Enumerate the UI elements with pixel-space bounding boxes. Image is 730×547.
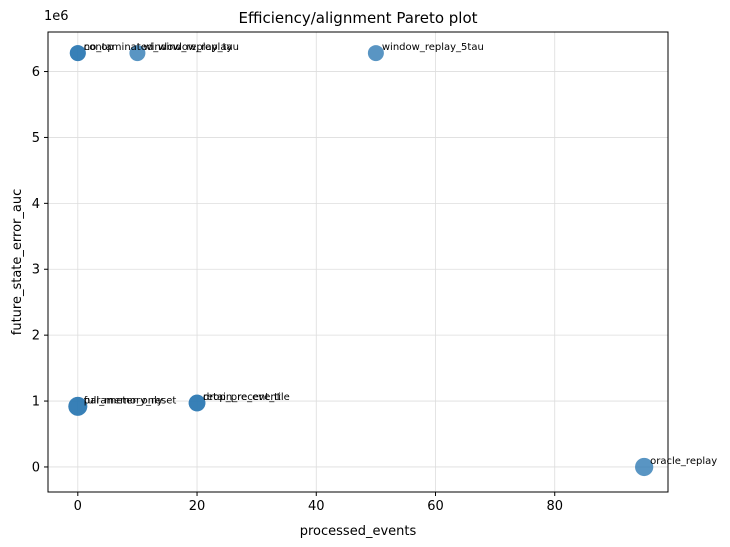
- x-tick-label: 20: [189, 499, 206, 514]
- data-point: [635, 457, 654, 477]
- x-axis-label: processed_events: [300, 524, 417, 539]
- x-tick-label: 60: [427, 499, 444, 514]
- data-point: [129, 45, 146, 62]
- chart-title: Efficiency/alignment Pareto plot: [238, 9, 477, 27]
- x-tick-label: 80: [546, 499, 563, 514]
- y-tick-label: 4: [32, 197, 40, 212]
- x-tick-label: 40: [308, 499, 325, 514]
- y-tick-label: 2: [32, 329, 40, 344]
- data-point: [367, 45, 384, 62]
- y-axis-label: future_state_error_auc: [10, 189, 25, 335]
- y-axis-multiplier: 1e6: [44, 9, 69, 24]
- grid-lines: [48, 32, 668, 492]
- x-tick-label: 0: [74, 499, 82, 514]
- point-label: no_op: [84, 42, 114, 53]
- point-label: drop_pre_event: [203, 392, 281, 403]
- point-label: window_replay_tau: [143, 42, 239, 53]
- y-tick-label: 1: [32, 395, 40, 410]
- data-point: [188, 394, 206, 412]
- y-tick-label: 6: [32, 65, 40, 80]
- plot-frame: [47, 31, 669, 493]
- point-label: oracle_replay: [650, 456, 717, 467]
- y-tick-label: 5: [32, 131, 40, 146]
- y-axis-ticks: 0 1 2 3 4 5 6: [32, 65, 48, 475]
- point-label: window_replay_5tau: [382, 42, 484, 53]
- data-points: [68, 45, 654, 477]
- data-point: [69, 45, 86, 62]
- point-label: full_memory_reset: [84, 395, 177, 406]
- point-label: parameter_only: [84, 395, 163, 406]
- data-point: [68, 396, 88, 416]
- x-axis-ticks: 0 20 40 60 80: [74, 492, 563, 514]
- point-label: retain_recent_tile: [203, 392, 290, 403]
- y-tick-label: 0: [32, 460, 40, 475]
- y-tick-label: 3: [32, 263, 40, 278]
- point-label: contaminated_window_replay: [84, 42, 233, 53]
